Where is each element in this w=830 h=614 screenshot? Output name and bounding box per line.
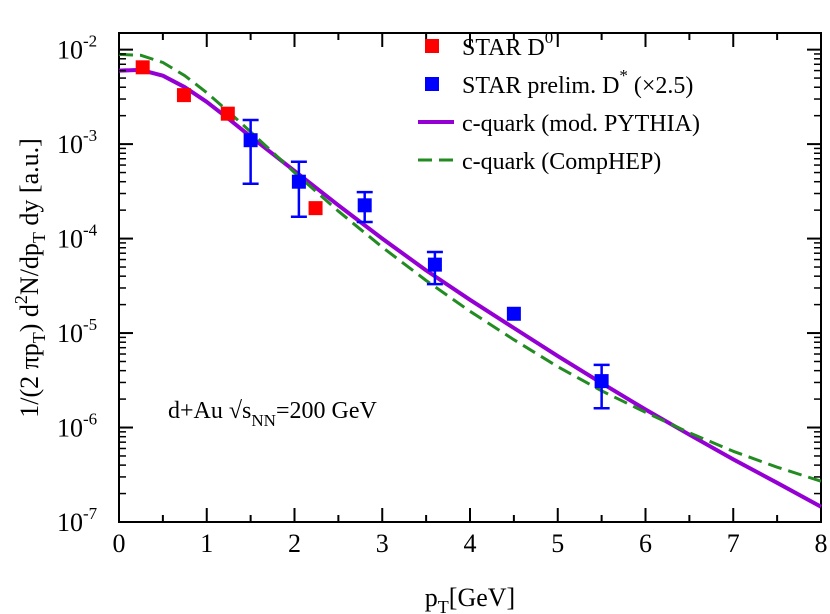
y-axis-title-part: dy [a.u.] [15,138,44,232]
y-axis-title-part: 2 [11,295,31,304]
x-tick-label: 8 [815,529,828,558]
data-point [176,88,191,103]
annotation-sqrt: √ [229,398,243,424]
annotation-post: =200 GeV [276,398,378,424]
legend-marker [425,39,439,53]
y-tick-mantissa: 10 [57,36,83,65]
y-tick-mantissa: 10 [57,130,83,159]
y-axis-title-part: T [29,332,49,343]
x-tick-label: 6 [639,529,652,558]
y-tick-label: 10-6 [57,410,97,443]
y-tick-label: 10-7 [57,504,98,537]
legend-label-text: c-quark (mod. PYTHIA) [462,111,700,137]
legend-label-text: STAR prelim. D [462,73,619,99]
x-tick-label: 7 [727,529,740,558]
x-tick-label: 4 [464,529,477,558]
y-tick-mantissa: 10 [57,508,83,537]
y-tick-mantissa: 10 [57,319,83,348]
x-tick-label: 1 [200,529,213,558]
legend-label: STAR prelim. D* (×2.5) [462,66,693,99]
x-axis-title-sub: T [438,597,449,614]
data-point [135,60,150,75]
y-tick-mantissa: 10 [57,414,83,443]
y-axis-title-part: 1/(2 πp [15,343,44,418]
legend-label-sup: 0 [545,28,554,47]
y-axis-title-part: ) d [15,304,44,332]
legend-item: c-quark (CompHEP) [418,149,661,175]
legend-marker [425,77,439,91]
x-tick-label: 3 [376,529,389,558]
data-point [357,198,372,213]
legend-label-text: c-quark (CompHEP) [462,149,661,175]
legend-label: c-quark (CompHEP) [462,149,661,175]
y-tick-mantissa: 10 [57,225,83,254]
legend-item: STAR prelim. D* (×2.5) [425,66,693,99]
data-point [220,106,235,121]
x-axis-title-rest: [GeV] [449,583,515,612]
y-axis-title-part: T [29,232,49,243]
data-point [291,174,306,189]
y-axis-title-part: N/dp [15,243,44,295]
y-tick-exponent: -7 [83,504,98,523]
y-tick-exponent: -4 [83,221,98,240]
data-point [243,133,258,148]
y-axis-title: 1/(2 πpT) d2N/dpT dy [a.u.] [11,138,49,418]
series-line [118,52,822,483]
x-tick-label: 0 [113,529,126,558]
legend-label: c-quark (mod. PYTHIA) [462,111,700,137]
data-point [506,306,521,321]
data-point [594,374,609,389]
data-point [308,201,323,216]
data-point [427,257,442,272]
y-tick-exponent: -5 [83,315,97,334]
legend-label-sup: * [619,66,628,85]
collision-annotation: d+Au √sNN=200 GeV [168,398,377,430]
y-tick-exponent: -2 [83,32,97,51]
x-axis-title-main: p [425,583,438,612]
y-tick-label: 10-2 [57,32,97,65]
y-tick-exponent: -3 [83,126,97,145]
legend-item: STAR D0 [425,28,553,61]
x-tick-label: 2 [288,529,301,558]
x-axis-title: pT[GeV] [425,583,515,614]
legend-item: c-quark (mod. PYTHIA) [418,111,700,137]
y-tick-label: 10-5 [57,315,97,348]
y-tick-label: 10-4 [57,221,98,254]
annotation-sub: NN [251,411,276,430]
annotation-pre: d+Au [168,398,229,424]
legend-label-text: STAR D [462,35,545,61]
legend: STAR D0 STAR prelim. D* (×2.5) c-quark (mo… [418,28,700,175]
series-layer [118,52,822,509]
ticks-layer: 0 1 2 3 4 5 6 7 810-710-610-510-410-310-2 [57,32,828,558]
y-tick-label: 10-3 [57,126,97,159]
legend-label: STAR D0 [462,28,553,61]
x-tick-label: 5 [551,529,564,558]
y-tick-exponent: -6 [83,410,97,429]
annotation-s: s [242,398,251,424]
legend-label-suffix: (×2.5) [628,73,694,99]
